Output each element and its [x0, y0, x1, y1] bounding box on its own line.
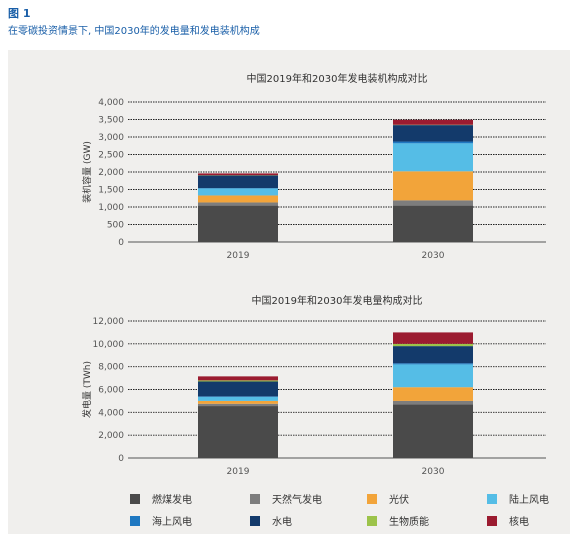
legend-swatch	[487, 493, 497, 504]
chart-panel	[8, 50, 570, 534]
y-tick-label: 4,000	[98, 408, 124, 418]
legend-item-hydro: 水电	[250, 513, 292, 528]
y-tick-label: 3,500	[98, 116, 124, 126]
bar-segment-biomass	[393, 343, 473, 347]
figure-caption: 在零碳投资情景下, 中国2030年的发电量和发电装机构成	[8, 26, 260, 37]
legend-swatch	[367, 493, 377, 504]
bar-segment-gas	[393, 400, 473, 405]
legend-swatch	[130, 515, 140, 526]
y-tick-label: 8,000	[98, 363, 124, 373]
legend-label: 水电	[272, 517, 292, 528]
legend-swatch	[130, 493, 140, 504]
y-tick-label: 10,000	[93, 340, 125, 350]
bar-segment-gas	[198, 403, 278, 407]
bar-segment-coal	[198, 406, 278, 458]
bar-segment-nuclear	[198, 376, 278, 381]
legend-item-coal: 燃煤发电	[130, 491, 192, 506]
x-tick-label: 2019	[227, 251, 250, 261]
legend-swatch	[367, 515, 377, 526]
bar-segment-solar	[198, 400, 278, 404]
legend: 燃煤发电 天然气发电 光伏 陆上风电海上风电 水电 生物质能 核电	[8, 485, 570, 534]
bar-segment-coal	[393, 205, 473, 242]
bar-segment-onshore_wind	[198, 396, 278, 401]
bar-segment-biomass	[198, 380, 278, 382]
bar-segment-onshore_wind	[198, 188, 278, 196]
legend-label: 燃煤发电	[152, 495, 192, 506]
bar-segment-offshore_wind	[198, 396, 278, 397]
legend-label: 生物质能	[389, 517, 429, 528]
bar-segment-offshore_wind	[393, 141, 473, 144]
y-tick-label: 12,000	[93, 317, 125, 327]
y-tick-label: 1,000	[98, 203, 124, 213]
bar-segment-nuclear	[198, 173, 278, 176]
bar-segment-hydro	[393, 346, 473, 364]
legend-item-gas: 天然气发电	[250, 491, 322, 506]
bar-segment-solar	[393, 387, 473, 401]
y-tick-label: 0	[118, 454, 124, 464]
legend-label: 陆上风电	[509, 495, 549, 506]
bar-segment-offshore_wind	[393, 363, 473, 365]
y-tick-label: 3,000	[98, 133, 124, 143]
y-tick-label: 2,000	[98, 431, 124, 441]
bar-segment-solar	[198, 195, 278, 203]
legend-swatch	[250, 493, 260, 504]
legend-item-solar: 光伏	[367, 491, 409, 506]
chart-title: 中国2019年和2030年发电量构成对比	[252, 294, 423, 307]
bar-segment-hydro	[198, 175, 278, 189]
y-tick-label: 1,500	[98, 186, 124, 196]
legend-item-offshore_wind: 海上风电	[130, 513, 192, 528]
y-tick-label: 2,000	[98, 168, 124, 178]
figure-label: 图 1	[8, 7, 31, 20]
legend-swatch	[487, 515, 497, 526]
y-axis-label: 装机容量 (GW)	[81, 141, 93, 203]
legend-label: 天然气发电	[272, 495, 322, 506]
bar-segment-onshore_wind	[393, 143, 473, 172]
y-tick-label: 4,000	[98, 98, 124, 108]
legend-swatch	[250, 515, 260, 526]
x-tick-label: 2030	[422, 467, 445, 477]
bar-segment-gas	[393, 200, 473, 206]
legend-item-nuclear: 核电	[487, 513, 529, 528]
legend-label: 光伏	[389, 495, 409, 506]
y-axis-label: 发电量 (TWh)	[81, 361, 93, 418]
legend-label: 核电	[509, 517, 529, 528]
x-tick-label: 2030	[422, 251, 445, 261]
legend-item-onshore_wind: 陆上风电	[487, 491, 549, 506]
legend-label: 海上风电	[152, 517, 192, 528]
bar-segment-solar	[393, 171, 473, 201]
y-tick-label: 6,000	[98, 386, 124, 396]
y-tick-label: 0	[118, 238, 124, 248]
bar-segment-nuclear	[393, 332, 473, 344]
bar-segment-hydro	[393, 125, 473, 142]
bar-segment-nuclear	[393, 119, 473, 125]
bar-segment-hydro	[198, 381, 278, 397]
bar-segment-coal	[198, 205, 278, 242]
legend-item-biomass: 生物质能	[367, 513, 429, 528]
bar-segment-gas	[198, 202, 278, 206]
bar-segment-onshore_wind	[393, 364, 473, 388]
y-tick-label: 500	[107, 221, 124, 231]
y-tick-label: 2,500	[98, 151, 124, 161]
x-tick-label: 2019	[227, 467, 250, 477]
chart-title: 中国2019年和2030年发电装机构成对比	[247, 72, 428, 85]
bar-segment-coal	[393, 404, 473, 458]
